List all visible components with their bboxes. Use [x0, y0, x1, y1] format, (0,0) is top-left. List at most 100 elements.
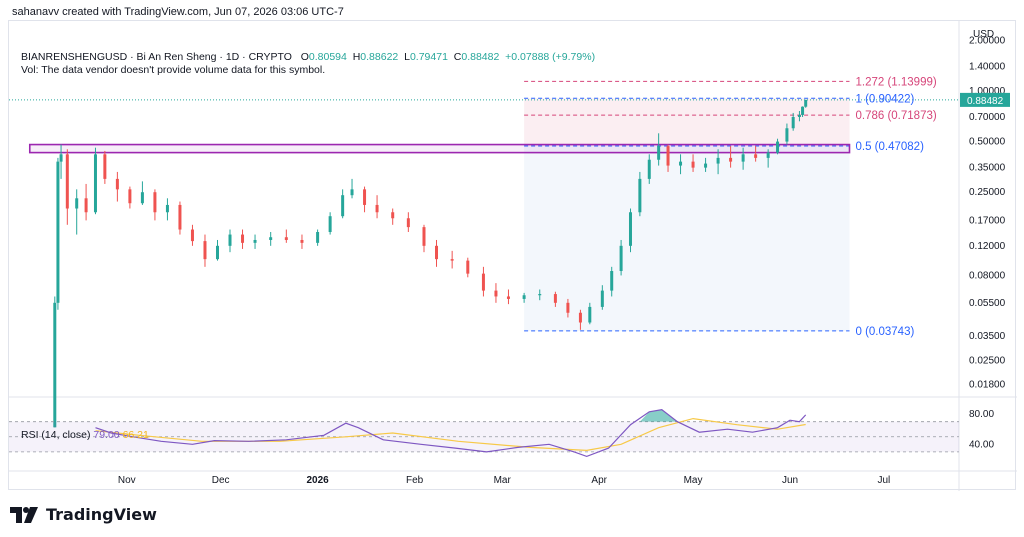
candle-body [391, 212, 395, 219]
fib-level-label: 1 (0.90422) [855, 93, 914, 105]
candle-body [522, 295, 526, 299]
open-value: 0.80594 [308, 51, 347, 63]
candle-body [600, 290, 604, 307]
time-tick-label: 2026 [306, 475, 329, 486]
candle-body [375, 204, 379, 213]
price-tick-label: 0.50000 [969, 137, 1006, 148]
candle-body [341, 195, 345, 217]
candle-body [494, 290, 498, 297]
candle-body [203, 241, 207, 260]
candle-body [791, 117, 795, 129]
candle-body [215, 245, 219, 260]
brand-name: TradingView [46, 505, 157, 524]
fib-level-label: 0.786 (0.71873) [855, 110, 936, 122]
candle-body [538, 294, 542, 296]
candle-body [59, 154, 63, 162]
price-tick-label: 0.12000 [969, 241, 1006, 252]
time-tick-label: May [684, 475, 703, 486]
symbol-legend: BIANRENSHENGUSD · Bi An Ren Sheng · 1D ·… [21, 51, 595, 63]
candle-body [754, 154, 758, 158]
high-label: H [352, 51, 361, 63]
candle-body [328, 216, 332, 232]
candle-body [253, 239, 257, 243]
price-tick-label: 0.05500 [969, 298, 1006, 309]
price-tick-label: 1.00000 [969, 86, 1006, 97]
fib-level-label: 0 (0.03743) [855, 326, 914, 338]
candle-body [588, 306, 592, 323]
candle-body [704, 163, 708, 168]
resistance-zone [28, 143, 851, 154]
price-tick-label: 0.70000 [969, 112, 1006, 123]
candle-body [691, 161, 695, 168]
candle-body [801, 106, 805, 115]
candle-body [140, 192, 144, 204]
symbol-name: BIANRENSHENGUSD · Bi An Ren Sheng · 1D ·… [21, 51, 292, 63]
candle-body [103, 154, 107, 179]
candle-body [506, 296, 510, 299]
candle-body [797, 114, 801, 118]
fib-level-label: 1.272 (1.13999) [855, 76, 936, 88]
chart-canvas[interactable]: 1.272 (1.13999) 1 (0.90422) 0.786 (0.71873… [9, 21, 1017, 491]
price-tick-label: 1.40000 [969, 61, 1006, 72]
last-price-label: 0.88482 [967, 96, 1004, 107]
candle-body [228, 234, 232, 246]
candle-body [553, 294, 557, 303]
time-tick-label: Jun [782, 475, 798, 486]
candle-body [65, 154, 69, 209]
open-label: O [300, 51, 309, 63]
rsi-legend: RSI (14, close) 79.00 66.21 [21, 429, 149, 441]
rsi-overbought-fill [639, 409, 678, 422]
tradingview-logo-icon [10, 506, 38, 523]
rsi-ma-value: 66.21 [122, 429, 149, 441]
chart-frame[interactable]: 1.272 (1.13999) 1 (0.90422) 0.786 (0.71873… [8, 20, 1017, 491]
candle-body [53, 302, 57, 428]
candle-body [269, 237, 273, 240]
time-tick-label: Nov [118, 475, 136, 486]
candle-body [766, 152, 770, 158]
candle-body [241, 234, 245, 243]
candle-body [610, 271, 614, 291]
candle-body [785, 128, 789, 142]
candle-body [566, 302, 570, 313]
candle-body [657, 146, 661, 160]
close-label: C [453, 51, 462, 63]
last-price-tag [960, 92, 1010, 107]
price-tick-label: 0.01800 [969, 379, 1006, 390]
price-tick-label: 2.00000 [969, 35, 1006, 46]
candle-body [84, 198, 88, 213]
high-value: 0.88622 [360, 51, 399, 63]
candle-body [647, 159, 651, 179]
candle-body [316, 231, 320, 243]
rsi-title: RSI (14, close) [21, 429, 91, 441]
rsi-tick-label: 40.00 [969, 439, 994, 450]
candle-body [466, 260, 470, 274]
candle-body [56, 161, 60, 303]
price-tick-label: 0.08000 [969, 270, 1006, 281]
price-tick-label: 0.35000 [969, 163, 1006, 174]
candle-body [666, 146, 670, 166]
candle-body [75, 198, 79, 209]
candle-body [406, 218, 410, 228]
candle-body [350, 189, 354, 196]
time-tick-label: Dec [212, 475, 230, 486]
fib-level-label: 0.5 (0.47082) [855, 141, 924, 153]
time-tick-label: Mar [494, 475, 512, 486]
rsi-value: 79.00 [93, 429, 120, 441]
change-value: +0.07888 (+9.79%) [505, 51, 596, 63]
candle-body [741, 154, 745, 162]
candle-body [481, 273, 485, 291]
candle-body [716, 157, 720, 164]
candle-body [776, 141, 780, 153]
candle-body [435, 245, 439, 260]
candle-body [578, 312, 582, 323]
candle-body [628, 212, 632, 246]
volume-note: Vol: The data vendor doesn't provide vol… [21, 64, 326, 76]
price-tick-label: 0.25000 [969, 187, 1006, 198]
rsi-line [95, 408, 807, 458]
candle-body [178, 204, 182, 230]
candle-body [422, 227, 426, 246]
candle-body [165, 204, 169, 213]
time-tick-label: Jul [878, 475, 891, 486]
tradingview-logo: TradingView [10, 505, 157, 524]
candle-body [638, 178, 642, 213]
